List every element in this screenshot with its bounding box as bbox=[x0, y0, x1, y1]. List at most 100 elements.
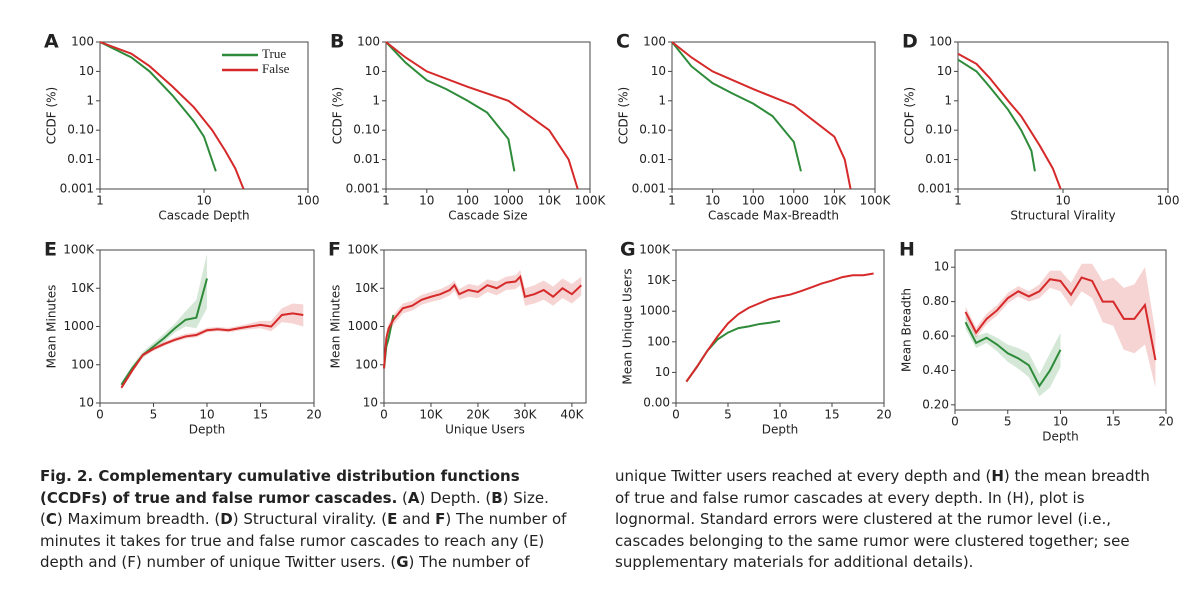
x-tick-label: 10K bbox=[419, 408, 443, 422]
y-tick-label: 10K bbox=[647, 273, 671, 287]
plot-frame bbox=[675, 249, 885, 404]
x-axis-label: Structural Virality bbox=[1010, 209, 1115, 223]
caption-text: ) Size. ( bbox=[40, 488, 549, 529]
y-tick-label: 10 bbox=[363, 396, 378, 410]
y-tick-label: 0.01 bbox=[639, 152, 666, 166]
x-tick-label: 1 bbox=[954, 194, 962, 208]
x-tick-label: 5 bbox=[150, 408, 158, 422]
panel-label: E bbox=[44, 239, 57, 261]
panel-label: F bbox=[328, 239, 341, 261]
caption-text: ) The number of minutes it takes for tru… bbox=[40, 510, 567, 571]
y-tick-label: 10 bbox=[934, 260, 949, 274]
x-tick-label: 1 bbox=[668, 194, 676, 208]
y-tick-label: 100 bbox=[929, 35, 952, 49]
x-tick-label: 5 bbox=[724, 408, 732, 422]
y-tick-label: 10 bbox=[79, 64, 94, 78]
x-axis-label: Depth bbox=[762, 423, 799, 437]
x-tick-label: 20 bbox=[1158, 415, 1173, 429]
caption-text: Fig. 2. Complementary cumulative distrib… bbox=[40, 467, 520, 507]
y-tick-label: 0.10 bbox=[925, 123, 952, 137]
y-tick-label: 1000 bbox=[639, 304, 670, 318]
y-tick-label: 100 bbox=[647, 334, 670, 348]
y-tick-label: 100 bbox=[357, 35, 380, 49]
y-tick-label: 0.00 bbox=[643, 396, 670, 410]
series-line bbox=[964, 321, 1062, 388]
x-tick-label: 0 bbox=[380, 408, 388, 422]
y-axis-label: Mean Unique Users bbox=[621, 268, 635, 384]
series-line bbox=[964, 276, 1157, 361]
series-line bbox=[957, 58, 1036, 172]
series-line bbox=[385, 41, 579, 190]
y-tick-label: 0.001 bbox=[918, 182, 952, 196]
y-tick-label: 100 bbox=[71, 357, 94, 371]
y-tick-label: 1 bbox=[944, 93, 952, 107]
caption-text: G bbox=[396, 553, 409, 571]
y-tick-label: 0.60 bbox=[922, 329, 949, 343]
caption-text: ) Depth. ( bbox=[419, 488, 492, 507]
panel-label: A bbox=[44, 31, 59, 53]
y-tick-label: 1 bbox=[372, 93, 380, 107]
y-tick-label: 0.80 bbox=[922, 294, 949, 308]
y-tick-label: 1 bbox=[658, 93, 666, 107]
y-axis-label: Mean Minutes bbox=[329, 285, 343, 369]
y-tick-label: 10K bbox=[71, 281, 95, 295]
series-line bbox=[671, 41, 852, 190]
caption-text: ) Structural virality. ( bbox=[232, 510, 388, 528]
panel-label: B bbox=[330, 31, 344, 53]
x-tick-label: 1000 bbox=[779, 194, 810, 208]
y-tick-label: 1 bbox=[86, 93, 94, 107]
y-tick-label: 100K bbox=[639, 243, 671, 257]
x-tick-label: 20 bbox=[306, 408, 321, 422]
panel-label: D bbox=[902, 31, 918, 53]
caption-text: B bbox=[491, 488, 503, 507]
y-tick-label: 100 bbox=[71, 35, 94, 49]
x-tick-label: 20 bbox=[876, 408, 891, 422]
y-axis-label: CCDF (%) bbox=[903, 87, 917, 144]
x-tick-label: 10K bbox=[823, 194, 847, 208]
y-tick-label: 0.01 bbox=[353, 152, 380, 166]
y-tick-label: 0.10 bbox=[67, 123, 94, 137]
caption-text: ) Maximum breadth. ( bbox=[56, 510, 221, 528]
x-tick-label: 20K bbox=[466, 408, 490, 422]
x-axis-label: Depth bbox=[189, 423, 226, 437]
panel-label: G bbox=[620, 239, 636, 261]
x-tick-label: 10K bbox=[538, 194, 562, 208]
y-tick-label: 0.01 bbox=[67, 152, 94, 166]
plot-frame bbox=[385, 41, 591, 190]
legend-label: False bbox=[262, 61, 290, 76]
x-tick-label: 15 bbox=[253, 408, 268, 422]
x-tick-label: 15 bbox=[1106, 415, 1121, 429]
x-axis-label: Cascade Size bbox=[448, 209, 527, 223]
series-line bbox=[957, 52, 1062, 190]
x-axis-label: Depth bbox=[1042, 430, 1079, 444]
x-tick-label: 0 bbox=[672, 408, 680, 422]
caption-text: ) The number of unique Twitter users rea… bbox=[408, 467, 992, 571]
series-line bbox=[685, 272, 874, 383]
x-tick-label: 10 bbox=[705, 194, 720, 208]
caption-text: E bbox=[387, 510, 398, 528]
y-tick-label: 0.001 bbox=[60, 182, 94, 196]
y-tick-label: 1000 bbox=[347, 319, 378, 333]
x-tick-label: 100 bbox=[297, 194, 320, 208]
y-tick-label: 0.10 bbox=[639, 123, 666, 137]
x-tick-label: 10 bbox=[199, 408, 214, 422]
y-axis-label: CCDF (%) bbox=[617, 87, 631, 144]
x-tick-label: 10 bbox=[1053, 415, 1068, 429]
series-line bbox=[385, 41, 516, 172]
y-tick-label: 0.10 bbox=[353, 123, 380, 137]
y-tick-label: 0.40 bbox=[922, 363, 949, 377]
y-axis-label: CCDF (%) bbox=[45, 87, 59, 144]
y-tick-label: 100 bbox=[643, 35, 666, 49]
x-tick-label: 10 bbox=[772, 408, 787, 422]
y-tick-label: 10 bbox=[655, 365, 670, 379]
y-tick-label: 100K bbox=[347, 243, 379, 257]
y-tick-label: 0.01 bbox=[925, 152, 952, 166]
x-tick-label: 100K bbox=[860, 194, 892, 208]
plot-frame bbox=[383, 249, 587, 404]
x-axis-label: Unique Users bbox=[445, 423, 525, 437]
legend-label: True bbox=[262, 46, 286, 61]
series-line bbox=[671, 41, 802, 172]
panel-label: C bbox=[616, 31, 630, 53]
